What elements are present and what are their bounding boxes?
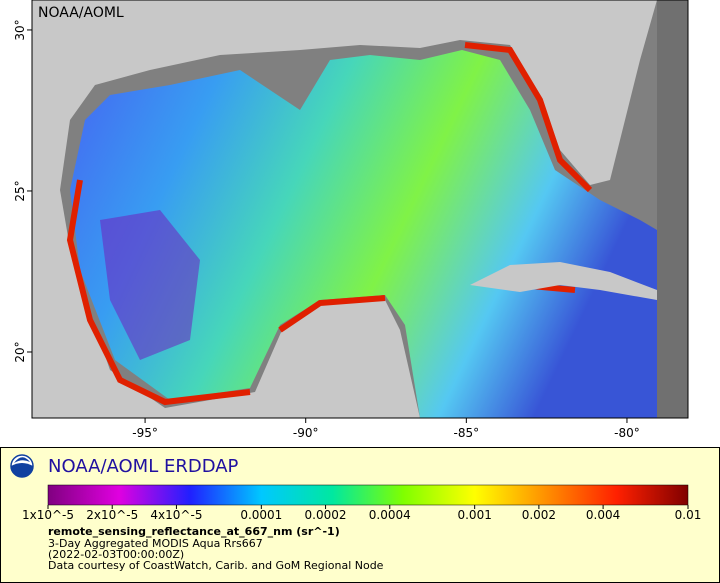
legend-title: NOAA/AOML ERDDAP xyxy=(48,456,239,477)
variable-name: remote_sensing_reflectance_at_667_nm (sr… xyxy=(48,525,340,538)
colorbar-tick-label: 0.01 xyxy=(675,508,702,522)
noaa-logo xyxy=(10,454,34,478)
colorbar-bar xyxy=(47,484,689,506)
colorbar-tick-label: 2x10^-5 xyxy=(86,508,138,522)
time-stamp: (2022-02-03T00:00:00Z) xyxy=(48,548,184,561)
no-data-strip xyxy=(657,0,688,418)
attribution: NOAA/AOML xyxy=(38,5,124,21)
x-tick-label: -85° xyxy=(454,426,480,440)
colorbar-tick-label: 0.0004 xyxy=(369,508,411,522)
x-tick-label: -90° xyxy=(293,426,319,440)
colorbar-tick-label: 1x10^-5 xyxy=(22,508,74,522)
legend-panel xyxy=(0,447,720,583)
map xyxy=(32,0,688,418)
colorbar-tick-label: 0.0002 xyxy=(305,508,347,522)
map-frame xyxy=(31,0,689,419)
dataset-name: 3-Day Aggregated MODIS Aqua Rrs667 xyxy=(48,537,263,550)
x-tick-label: -80° xyxy=(614,426,640,440)
colorbar-tick-label: 0.001 xyxy=(457,508,491,522)
cuba xyxy=(470,262,657,300)
y-tick-label: 20° xyxy=(13,341,27,362)
colorbar-tick-label: 0.004 xyxy=(586,508,620,522)
y-tick-label: 25° xyxy=(13,180,27,201)
sea-data xyxy=(70,50,657,418)
colorbar: 1x10^-5 2x10^-5 4x10^-5 0.0001 0.0002 0.0004 0… xyxy=(22,484,702,522)
colorbar-tick-label: 0.002 xyxy=(522,508,556,522)
colorbar-tick-label: 4x10^-5 xyxy=(150,508,202,522)
coastal-red xyxy=(66,42,593,406)
x-tick-label: -95° xyxy=(132,426,158,440)
y-tick-label: 30° xyxy=(13,19,27,40)
sea-data-dark xyxy=(100,210,200,360)
credit: Data courtesy of CoastWatch, Carib. and … xyxy=(48,559,384,572)
colorbar-tick-label: 0.0001 xyxy=(240,508,282,522)
